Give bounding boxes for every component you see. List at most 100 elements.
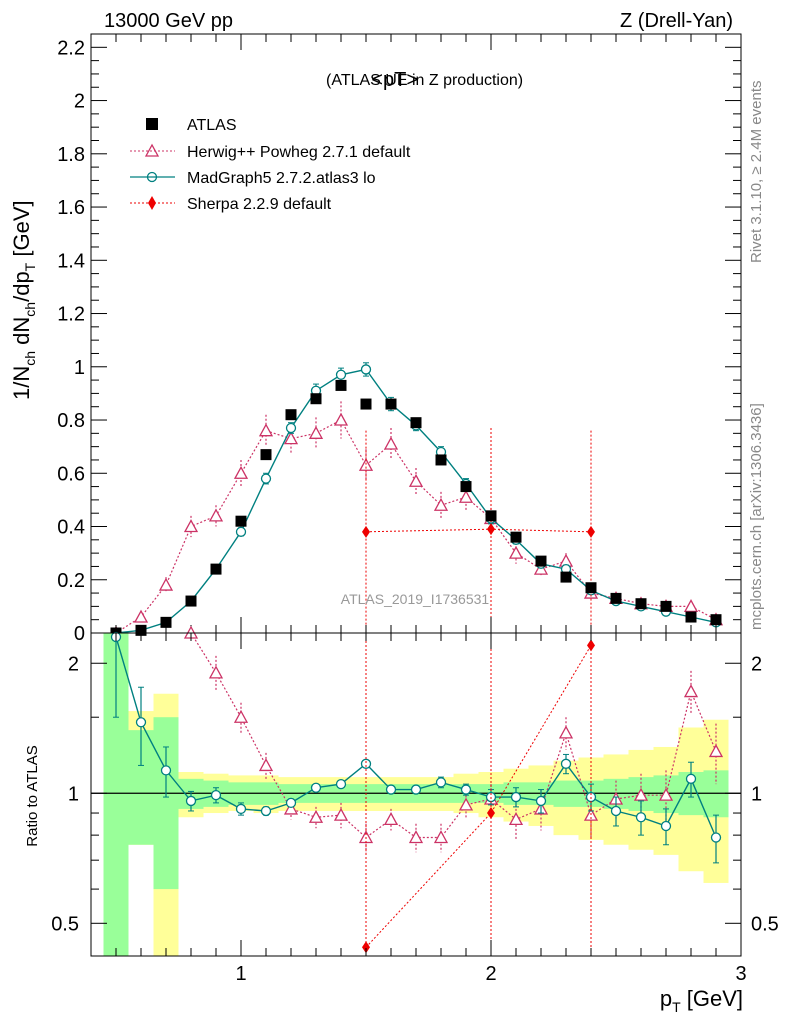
herwig-point (333, 412, 349, 426)
legend: ATLAS Herwig++ Powheg 2.7.1 default MadG… (130, 117, 411, 213)
herwig-point (258, 423, 274, 437)
atlas-point (310, 393, 322, 405)
header-right: Z (Drell-Yan) (620, 10, 733, 32)
ratio-madgraph-point (710, 832, 722, 843)
ratio-herwig-point (383, 812, 399, 826)
ratio-herwig-point (508, 812, 524, 826)
atlas-point (585, 582, 597, 594)
atlas-point (160, 616, 172, 628)
legend-madgraph-label: MadGraph5 2.7.2.atlas3 lo (187, 170, 376, 187)
herwig-point (458, 489, 474, 503)
ratio-madgraph-point (310, 782, 322, 793)
ratio-herwig-point (208, 665, 224, 679)
main-ytick-label: 2.2 (57, 37, 85, 59)
main-ytick-label: 0.4 (57, 517, 85, 539)
ratio-ytick-label-right: 0.5 (751, 913, 779, 935)
legend-madgraph-marker (146, 171, 158, 183)
ratio-herwig-point (458, 797, 474, 811)
herwig-point (283, 431, 299, 445)
herwig-point (383, 436, 399, 450)
ratio-madgraph-point (535, 795, 547, 807)
ratio-herwig-point (558, 725, 574, 739)
main-ytick-label: 1.6 (57, 197, 85, 219)
atlas-point (235, 515, 247, 527)
ratio-herwig-point (233, 709, 249, 723)
ratio-madgraph-point (660, 820, 672, 832)
ratio-madgraph-point (560, 758, 572, 769)
ratio-ytick-label: 1 (68, 783, 79, 805)
herwig-point (158, 577, 174, 591)
madgraph-point (235, 526, 247, 537)
ratio-ylabel: Ratio to ATLAS (24, 745, 41, 846)
atlas-point (710, 614, 722, 626)
atlas-point (610, 592, 622, 604)
main-ytick-label: 1.4 (57, 250, 85, 272)
main-ytick-label: 1.8 (57, 144, 85, 166)
ratio-herwig-point (683, 684, 699, 698)
herwig-point (308, 425, 324, 439)
atlas-point (685, 611, 697, 623)
ratio-madgraph-point (685, 773, 697, 784)
main-ytick-label: 1 (74, 357, 85, 379)
ratio-herwig-line (190, 632, 717, 839)
ratio-herwig-point (308, 809, 324, 823)
atlas-point (560, 571, 572, 583)
atlas-point (410, 417, 422, 429)
herwig-point (408, 473, 424, 487)
herwig-point (208, 508, 224, 522)
atlas-point (535, 555, 547, 567)
main-ytick-label: 0 (74, 623, 85, 645)
main-ytick-label: 0.2 (57, 570, 85, 592)
ratio-ytick-label: 0.5 (51, 913, 79, 935)
legend-sherpa-marker (148, 196, 156, 210)
legend-herwig-marker (144, 143, 160, 157)
atlas-point (460, 481, 472, 493)
atlas-point (510, 531, 522, 543)
ratio-ytick-label-right: 1 (751, 783, 762, 805)
herwig-point (683, 599, 699, 613)
atlas-point (185, 595, 197, 607)
ratio-madgraph-point (210, 790, 222, 801)
sherpa-point (587, 525, 595, 538)
ratio-madgraph-point (135, 717, 147, 728)
ratio-ytick-label-right: 2 (751, 653, 762, 675)
xtick-label: 3 (735, 963, 746, 985)
atlas-point (210, 563, 222, 575)
ratio-madgraph-point (185, 795, 197, 807)
madgraph-point (360, 364, 372, 375)
main-plot-panel: 0 0.2 0.4 0.6 0.8 1 1.2 1.4 1.6 1.8 2 2.2 <pT> (ATL… (9, 33, 742, 645)
madgraph-point (335, 369, 347, 380)
legend-sherpa-label: Sherpa 2.2.9 default (187, 196, 332, 213)
ratio-madgraph-point (635, 812, 647, 823)
atlas-point (485, 510, 497, 522)
ratio-herwig-point (258, 758, 274, 772)
ratio-madgraph-point (385, 784, 397, 795)
watermark: ATLAS_2019_I1736531 (341, 591, 490, 607)
atlas-point (285, 409, 297, 421)
xtick-label: 2 (485, 963, 496, 985)
header-left: 13000 GeV pp (104, 10, 233, 32)
ratio-madgraph-point (235, 803, 247, 815)
ratio-madgraph-point (510, 791, 522, 803)
ratio-madgraph-point (410, 784, 422, 795)
atlas-point (360, 398, 372, 410)
ratio-herwig-point (433, 830, 449, 844)
ratio-herwig-point (708, 744, 724, 758)
ratio-herwig-point (408, 830, 424, 844)
legend-herwig-label: Herwig++ Powheg 2.7.1 default (187, 144, 411, 161)
ratio-madgraph-point (260, 805, 272, 817)
ratio-sherpa-point (487, 807, 495, 820)
herwig-point (508, 545, 524, 559)
herwig-point (133, 609, 149, 623)
atlas-point (260, 449, 272, 461)
madgraph-point (285, 422, 297, 434)
atlas-point (435, 454, 447, 466)
atlas-point (335, 379, 347, 391)
ratio-sherpa-line (365, 645, 592, 948)
mcplots-label: mcplots.cern.ch [arXiv:1306.3436] (748, 403, 765, 630)
ratio-madgraph-point (160, 765, 172, 776)
ratio-madgraph-point (460, 784, 472, 795)
ratio-ytick-label: 2 (68, 653, 79, 675)
sherpa-point (362, 525, 370, 538)
